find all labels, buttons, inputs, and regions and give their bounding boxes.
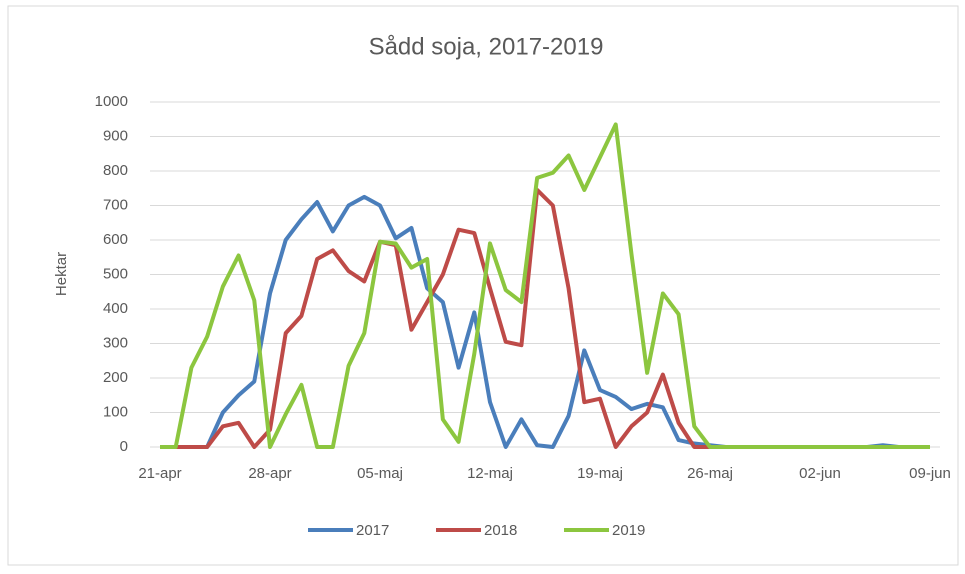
legend-label: 2019 xyxy=(612,522,645,539)
y-tick-label: 300 xyxy=(103,334,128,351)
y-tick-label: 600 xyxy=(103,231,128,248)
legend-label: 2017 xyxy=(356,522,389,539)
x-tick-label: 05-maj xyxy=(357,465,403,482)
x-tick-label: 21-apr xyxy=(138,465,181,482)
y-tick-label: 800 xyxy=(103,162,128,179)
y-tick-label: 400 xyxy=(103,300,128,317)
y-tick-label: 100 xyxy=(103,403,128,420)
x-tick-label: 09-jun xyxy=(909,465,951,482)
y-tick-label: 200 xyxy=(103,369,128,386)
x-tick-label: 12-maj xyxy=(467,465,513,482)
line-series xyxy=(160,122,930,449)
x-tick-label: 28-apr xyxy=(248,465,291,482)
y-axis-label: Hektar xyxy=(53,252,70,296)
x-tick-label: 26-maj xyxy=(687,465,733,482)
x-tick-label: 19-maj xyxy=(577,465,623,482)
chart-title: Sådd soja, 2017-2019 xyxy=(369,33,604,60)
y-tick-label: 700 xyxy=(103,196,128,213)
y-tick-label: 1000 xyxy=(95,93,128,110)
y-tick-label: 0 xyxy=(120,438,128,455)
legend-label: 2018 xyxy=(484,522,517,539)
y-tick-label: 500 xyxy=(103,265,128,282)
y-tick-label: 900 xyxy=(103,127,128,144)
x-tick-label: 02-jun xyxy=(799,465,841,482)
